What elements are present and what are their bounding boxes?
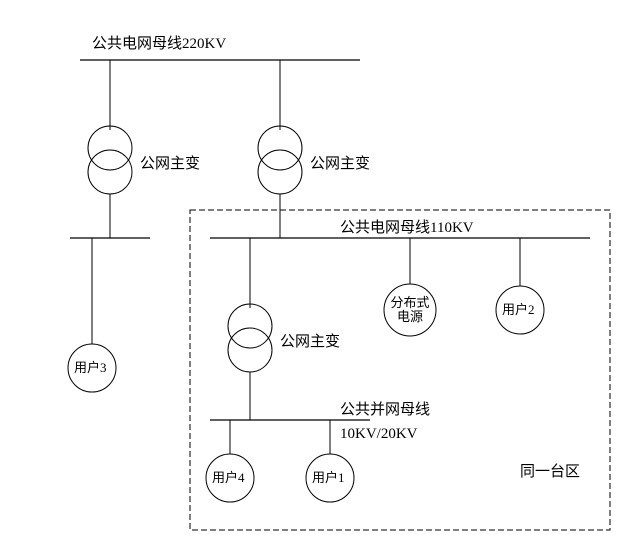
transformer-3-label: 公网主变 [280,330,340,351]
bus-220-label: 公共电网母线220KV [92,32,226,53]
bus-110-label: 公共电网母线110KV [340,216,474,237]
bus-low-label: 公共并网母线 [340,398,430,419]
user-1-label: 用户1 [312,471,345,485]
transformer-1-label: 公网主变 [140,152,200,173]
user-2-label: 用户2 [502,303,535,317]
region-label: 同一台区 [520,460,580,481]
user-3-label: 用户3 [74,361,107,375]
transformer-2-label: 公网主变 [310,152,370,173]
user-4-label: 用户4 [212,471,245,485]
bus-low-voltage: 10KV/20KV [340,426,418,443]
distributed-source-label: 分布式电源 [390,296,430,325]
